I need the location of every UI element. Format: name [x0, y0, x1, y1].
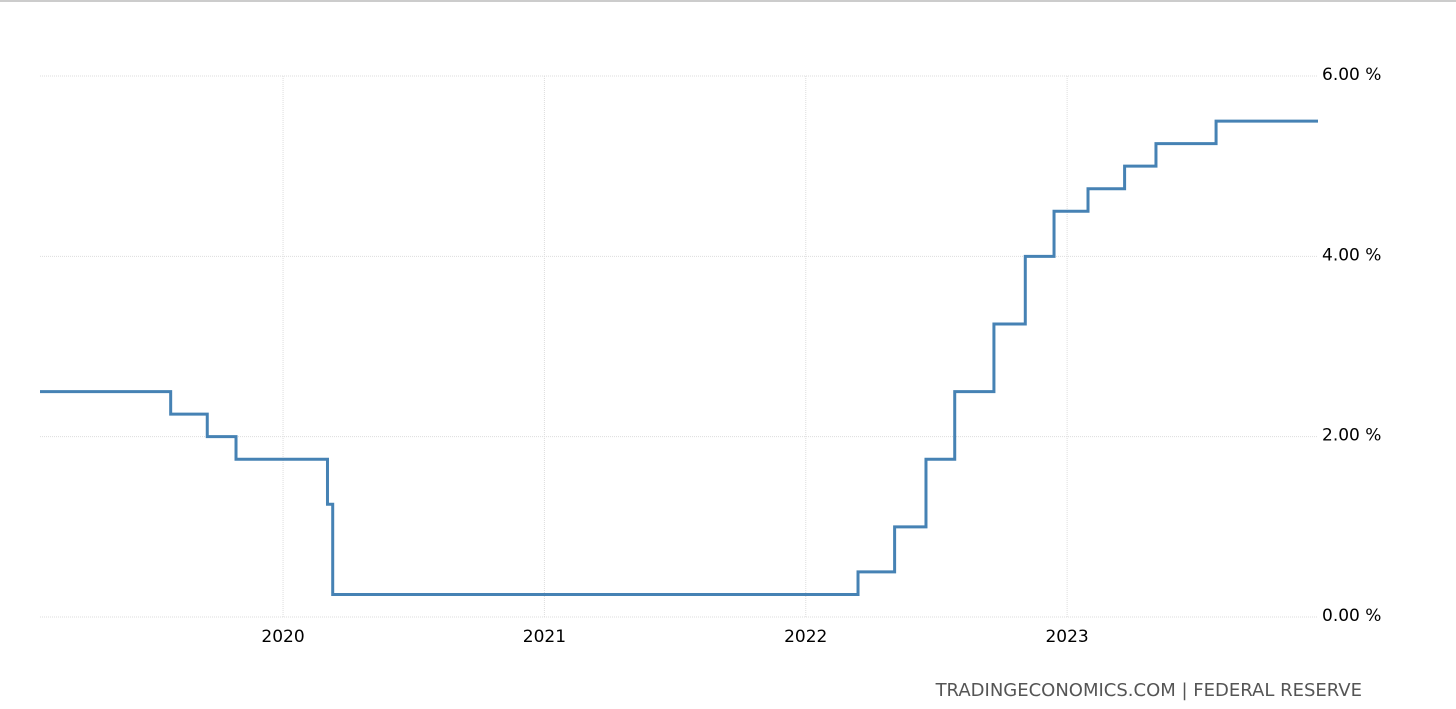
y-tick-label: 6.00 % — [1322, 65, 1381, 85]
x-tick-label: 2021 — [523, 627, 566, 647]
x-tick-label: 2022 — [784, 627, 827, 647]
y-tick-label: 4.00 % — [1322, 245, 1381, 265]
x-tick-label: 2020 — [261, 627, 304, 647]
source: TRADINGECONOMICS.COM | FEDERAL RESERVE — [935, 680, 1362, 701]
y-tick-label: 0.00 % — [1322, 606, 1381, 626]
y-tick-label: 2.00 % — [1322, 426, 1381, 446]
x-tick-label: 2023 — [1045, 627, 1088, 647]
data-line — [40, 119, 1318, 596]
